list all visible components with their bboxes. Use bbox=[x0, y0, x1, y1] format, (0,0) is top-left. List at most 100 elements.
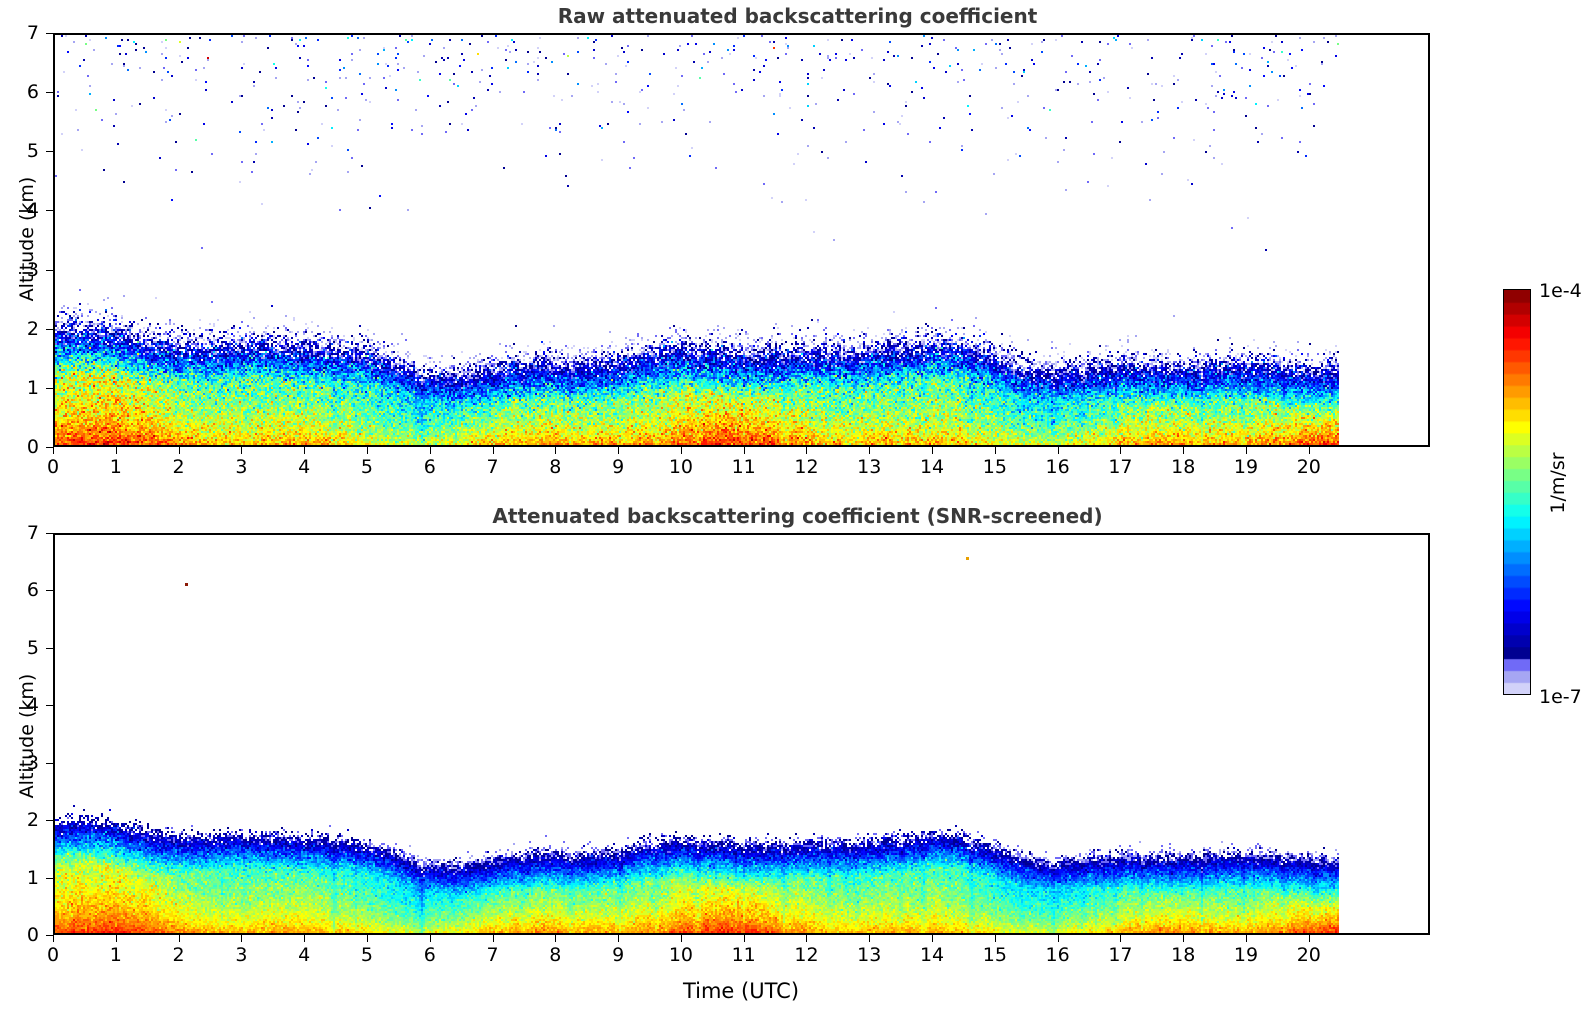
y-tick bbox=[46, 590, 53, 592]
x-tick-label: 8 bbox=[549, 944, 562, 966]
axes-screened bbox=[53, 533, 1430, 935]
y-tick-label: 1 bbox=[26, 376, 39, 399]
x-tick-label: 12 bbox=[794, 456, 819, 478]
x-tick-label: 5 bbox=[360, 456, 373, 478]
x-tick bbox=[1183, 935, 1185, 942]
x-tick-label: 14 bbox=[919, 456, 945, 478]
x-tick-label: 16 bbox=[1045, 456, 1070, 478]
x-tick bbox=[366, 935, 368, 942]
y-tick-label: 3 bbox=[26, 751, 39, 774]
x-tick bbox=[869, 935, 871, 942]
x-tick bbox=[994, 447, 996, 454]
y-tick bbox=[46, 820, 53, 822]
x-tick-label: 0 bbox=[46, 456, 60, 478]
x-tick bbox=[492, 935, 494, 942]
y-tick-label: 6 bbox=[26, 81, 39, 104]
x-tick-label: 18 bbox=[1171, 944, 1196, 966]
x-tick bbox=[1057, 935, 1059, 942]
y-tick bbox=[46, 33, 53, 34]
x-tick-label: 20 bbox=[1296, 944, 1321, 966]
x-tick bbox=[115, 935, 117, 942]
x-tick bbox=[1246, 447, 1248, 454]
ylabel-raw: Altitude (km) bbox=[16, 176, 38, 302]
x-tick bbox=[555, 935, 557, 942]
x-tick-label: 19 bbox=[1233, 456, 1259, 478]
y-tick bbox=[46, 705, 53, 707]
y-tick-label: 2 bbox=[26, 317, 39, 340]
y-tick-label: 2 bbox=[26, 809, 39, 832]
x-tick-label: 14 bbox=[919, 944, 945, 966]
x-tick-label: 5 bbox=[360, 944, 373, 966]
x-tick bbox=[178, 447, 180, 454]
x-tick bbox=[994, 935, 996, 942]
y-tick bbox=[46, 877, 53, 879]
x-tick bbox=[1120, 935, 1122, 942]
x-tick bbox=[932, 447, 934, 454]
y-tick bbox=[46, 935, 53, 936]
x-tick-label: 15 bbox=[982, 944, 1007, 966]
colorbar-gradient bbox=[1504, 290, 1530, 694]
panel-raw-title: Raw attenuated backscattering coefficien… bbox=[557, 4, 1038, 28]
x-tick bbox=[241, 935, 243, 942]
x-tick-label: 15 bbox=[982, 456, 1007, 478]
x-tick bbox=[1246, 935, 1248, 942]
x-tick-label: 2 bbox=[172, 944, 185, 966]
y-tick bbox=[46, 447, 53, 448]
y-tick bbox=[46, 269, 53, 271]
x-tick bbox=[1120, 447, 1122, 454]
y-tick bbox=[46, 762, 53, 764]
x-tick bbox=[304, 935, 306, 942]
x-tick-label: 3 bbox=[235, 456, 248, 478]
x-tick-label: 17 bbox=[1108, 944, 1133, 966]
x-tick bbox=[555, 447, 557, 454]
y-tick bbox=[46, 210, 53, 212]
y-tick-label: 5 bbox=[26, 636, 39, 659]
x-tick bbox=[241, 447, 243, 454]
x-tick-label: 16 bbox=[1045, 944, 1070, 966]
y-tick-label: 6 bbox=[26, 579, 39, 602]
x-tick bbox=[743, 447, 745, 454]
panel-screened-backscatter: Attenuated backscattering coefficient (S… bbox=[0, 495, 1595, 1020]
y-tick-label: 7 bbox=[26, 522, 39, 544]
x-tick-label: 0 bbox=[46, 944, 60, 966]
x-tick-label: 7 bbox=[486, 456, 499, 478]
x-tick bbox=[53, 935, 54, 942]
x-tick-label: 8 bbox=[549, 456, 562, 478]
y-tick-label: 0 bbox=[26, 436, 39, 458]
x-tick-label: 3 bbox=[235, 944, 248, 966]
x-tick-label: 19 bbox=[1233, 944, 1259, 966]
y-tick-label: 1 bbox=[26, 866, 39, 889]
x-tick-label: 9 bbox=[612, 944, 625, 966]
x-tick bbox=[680, 935, 682, 942]
x-tick-label: 4 bbox=[298, 944, 311, 966]
colorbar-unit-label: 1/m/sr bbox=[1547, 452, 1569, 514]
colorbar-group: 1e-4 1e-7 1/m/sr bbox=[1495, 280, 1595, 710]
x-tick bbox=[492, 447, 494, 454]
y-tick-label: 4 bbox=[26, 199, 39, 222]
x-tick-label: 2 bbox=[172, 456, 185, 478]
x-tick-label: 10 bbox=[668, 456, 693, 478]
heatmap-raw bbox=[55, 35, 1428, 445]
x-tick-label: 7 bbox=[486, 944, 499, 966]
x-tick bbox=[806, 447, 808, 454]
y-tick-label: 3 bbox=[26, 258, 39, 281]
x-tick-label: 17 bbox=[1108, 456, 1133, 478]
x-tick-label: 4 bbox=[298, 456, 311, 478]
x-tick-label: 6 bbox=[423, 456, 436, 478]
y-tick-label: 7 bbox=[26, 22, 39, 44]
y-tick bbox=[46, 92, 53, 94]
x-tick bbox=[429, 935, 431, 942]
x-tick bbox=[618, 935, 620, 942]
x-tick-label: 13 bbox=[857, 456, 882, 478]
y-tick bbox=[46, 647, 53, 649]
y-tick-label: 4 bbox=[26, 694, 39, 717]
xlabel-screened: Time (UTC) bbox=[682, 979, 800, 1003]
x-tick-label: 1 bbox=[109, 456, 122, 478]
x-tick bbox=[743, 935, 745, 942]
panel-raw-backscatter: Raw attenuated backscattering coefficien… bbox=[0, 0, 1595, 480]
x-tick bbox=[806, 935, 808, 942]
colorbar-bar bbox=[1503, 289, 1531, 695]
heatmap-screened bbox=[55, 535, 1428, 933]
y-tick bbox=[46, 328, 53, 330]
